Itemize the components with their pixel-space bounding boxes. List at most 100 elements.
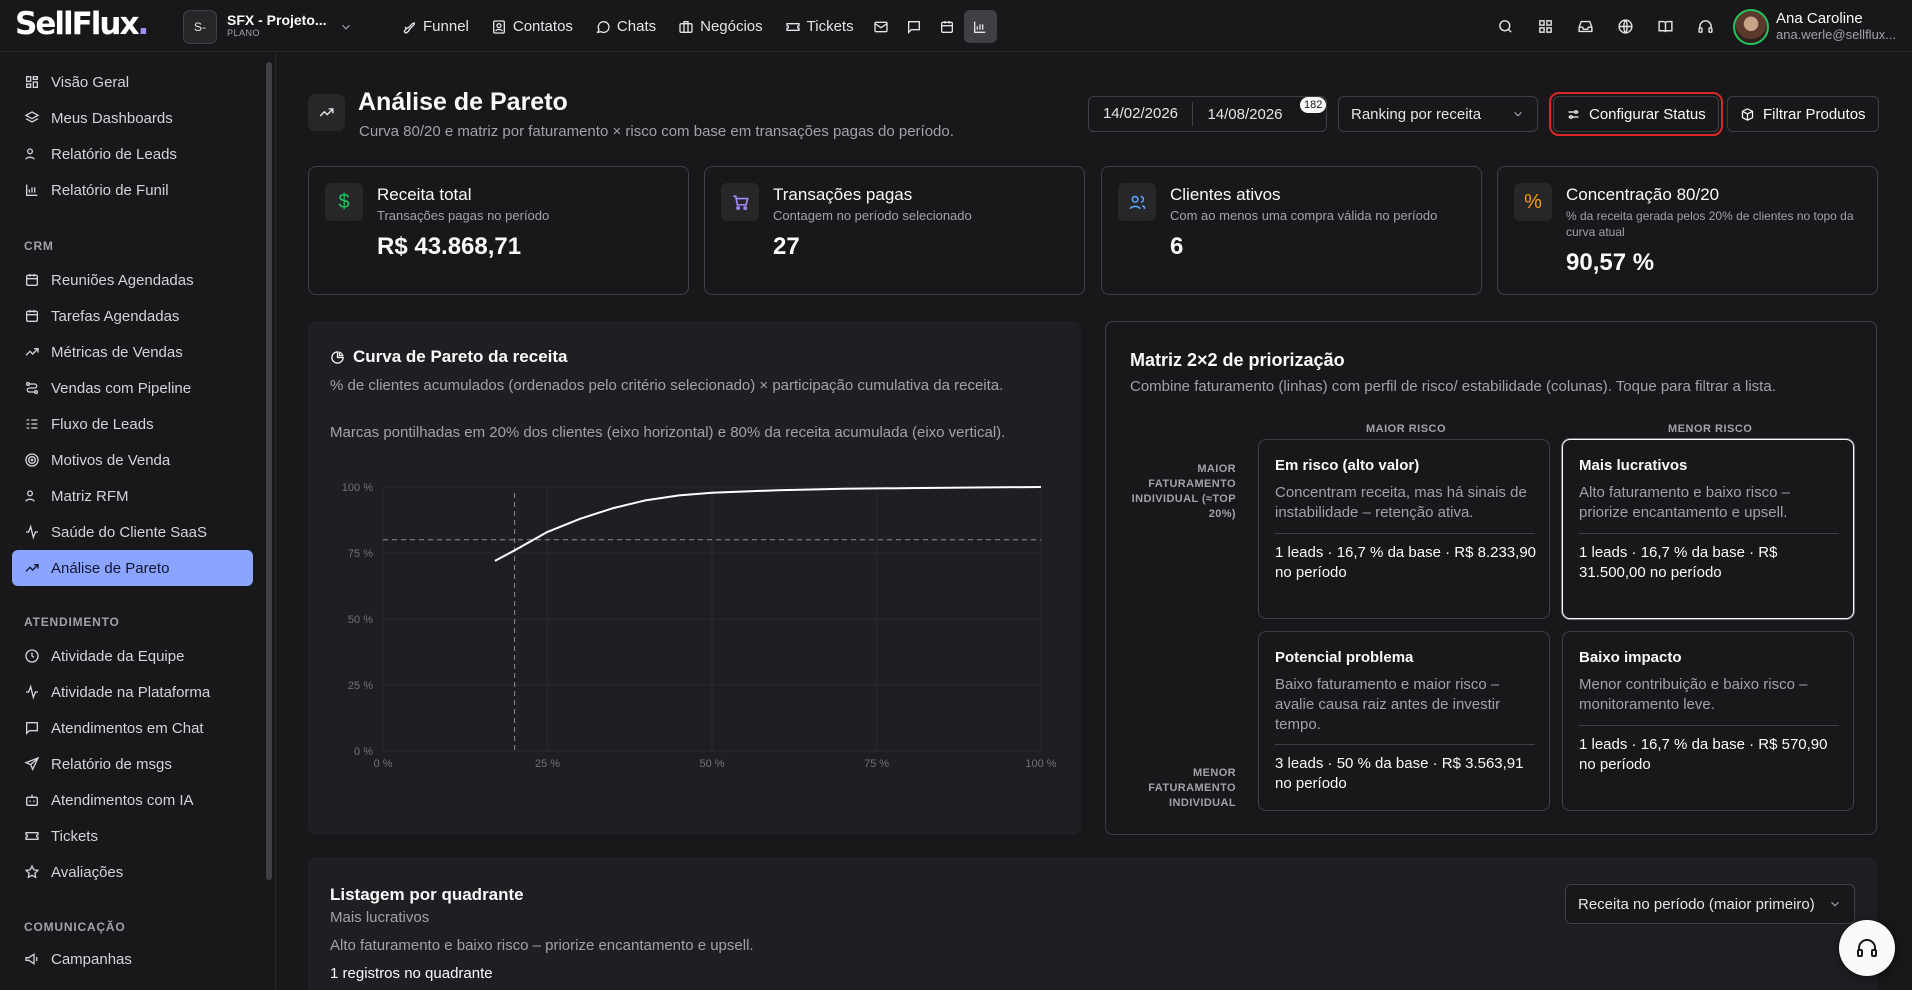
apps-button[interactable]	[1525, 10, 1565, 43]
briefcase-icon	[678, 19, 694, 35]
divider	[1275, 744, 1535, 745]
sidebar-item-relatorio-funil[interactable]: Relatório de Funil	[12, 172, 253, 208]
bar-chart-icon	[24, 182, 40, 198]
project-avatar: S-	[183, 9, 217, 44]
project-plan: PLANO	[227, 27, 261, 38]
sidebar-item-relatorio-leads[interactable]: Relatório de Leads	[12, 136, 253, 172]
sidebar-scrollbar[interactable]	[266, 62, 272, 880]
nav-tickets[interactable]: Tickets	[774, 10, 865, 43]
filtrar-produtos-button[interactable]: Filtrar Produtos	[1727, 96, 1879, 132]
ranking-select[interactable]: Ranking por receita	[1338, 96, 1538, 132]
inbox-icon	[1577, 18, 1594, 35]
matrix-cell-em-risco[interactable]: Em risco (alto valor) Concentram receita…	[1258, 439, 1550, 619]
nav-chats[interactable]: Chats	[584, 10, 667, 43]
chevron-down-icon	[1828, 897, 1842, 911]
sort-select-value: Receita no período (maior primeiro)	[1578, 895, 1815, 913]
y-tick-label: 100 %	[342, 482, 373, 494]
sidebar-item-visao-geral[interactable]: Visão Geral	[12, 64, 253, 100]
support-button[interactable]	[1685, 10, 1725, 43]
users-icon	[24, 146, 40, 162]
cell-stats: 3 leads · 50 % da base · R$ 3.563,91 no …	[1275, 755, 1524, 792]
sidebar-item-atividade-plataforma[interactable]: Atividade na Plataforma	[12, 674, 253, 710]
rocket-icon	[401, 19, 417, 35]
nav-negocios[interactable]: Negócios	[667, 10, 774, 43]
row-header-maior-faturamento: MAIOR FATURAMENTO INDIVIDUAL (≈TOP 20%)	[1131, 463, 1236, 520]
list-icon	[24, 416, 40, 432]
sidebar-item-metricas-vendas[interactable]: Métricas de Vendas	[12, 334, 253, 370]
nav-funnel[interactable]: Funnel	[390, 10, 480, 43]
date-start[interactable]: 14/02/2026	[1089, 102, 1193, 126]
kpi-label: Transações pagas	[773, 185, 913, 204]
nav-messages[interactable]	[898, 10, 931, 43]
page-subtitle: Curva 80/20 e matriz por faturamento × r…	[359, 123, 954, 140]
inbox-button[interactable]	[1565, 10, 1605, 43]
matrix-cell-potencial-problema[interactable]: Potencial problema Baixo faturamento e m…	[1258, 631, 1550, 811]
kpi-label: Receita total	[377, 185, 472, 204]
sidebar-item-meus-dashboards[interactable]: Meus Dashboards	[12, 100, 253, 136]
sidebar-section-comunicacao: COMUNICAÇÃO	[24, 920, 126, 934]
sidebar-item-analise-pareto[interactable]: Análise de Pareto	[12, 550, 253, 586]
nav-reports[interactable]	[963, 10, 997, 43]
kpi-sub: Contagem no período selecionado	[773, 208, 972, 223]
sidebar-item-vendas-pipeline[interactable]: Vendas com Pipeline	[12, 370, 253, 406]
sidebar-item-reunioes[interactable]: Reuniões Agendadas	[12, 262, 253, 298]
sellflux-logo[interactable]: SellFlux.	[15, 6, 149, 42]
configurar-status-button[interactable]: Configurar Status	[1549, 92, 1723, 136]
search-button[interactable]	[1485, 10, 1525, 43]
column-header-maior-risco: MAIOR RISCO	[1366, 423, 1447, 435]
project-switcher[interactable]: S- SFX - Projeto... PLANO	[183, 9, 353, 44]
calendar-icon	[24, 308, 40, 324]
nav-calendar[interactable]	[931, 10, 964, 43]
pie-chart-icon	[330, 350, 345, 365]
cell-title: Baixo impacto	[1579, 649, 1682, 666]
kpi-value: R$ 43.868,71	[377, 233, 522, 260]
sidebar-item-relatorio-msgs[interactable]: Relatório de msgs	[12, 746, 253, 782]
language-button[interactable]	[1605, 10, 1645, 43]
row-header-menor-faturamento: MENOR FATURAMENTO INDIVIDUAL	[1148, 767, 1236, 809]
sidebar-item-matriz-rfm[interactable]: Matriz RFM	[12, 478, 253, 514]
sidebar-item-tickets[interactable]: Tickets	[12, 818, 253, 854]
message-icon	[24, 720, 40, 736]
headset-icon	[1697, 18, 1714, 35]
sidebar-item-atividade-equipe[interactable]: Atividade da Equipe	[12, 638, 253, 674]
listing-sort-select[interactable]: Receita no período (maior primeiro)	[1565, 884, 1855, 924]
nav-email[interactable]	[865, 10, 898, 43]
docs-button[interactable]	[1645, 10, 1685, 43]
sidebar-item-atendimentos-chat[interactable]: Atendimentos em Chat	[12, 710, 253, 746]
matrix-subtitle: Combine faturamento (linhas) com perfil …	[1130, 378, 1776, 395]
kpi-card-concentracao: % Concentração 80/20 % da receita gerada…	[1497, 166, 1878, 295]
date-range-picker[interactable]: 14/02/2026 14/08/2026	[1088, 96, 1327, 132]
sidebar-item-saude-cliente[interactable]: Saúde do Cliente SaaS	[12, 514, 253, 550]
trend-icon	[318, 104, 335, 121]
nav-contatos[interactable]: Contatos	[480, 10, 584, 43]
kpi-sub: Transações pagas no período	[377, 208, 550, 223]
matrix-cell-baixo-impacto[interactable]: Baixo impacto Menor contribuição e baixo…	[1562, 631, 1854, 811]
calendar-icon	[939, 19, 955, 35]
sidebar-item-atendimentos-ia[interactable]: Atendimentos com IA	[12, 782, 253, 818]
layers-icon	[24, 110, 40, 126]
ticket-icon	[24, 828, 40, 844]
date-end[interactable]: 14/08/2026	[1207, 105, 1283, 123]
mail-icon	[873, 19, 889, 35]
clock-icon	[24, 648, 40, 664]
support-chat-button[interactable]	[1839, 920, 1895, 976]
kpi-value: 6	[1170, 233, 1184, 260]
sidebar-item-campanhas[interactable]: Campanhas	[12, 941, 253, 977]
headset-icon	[1855, 936, 1879, 960]
user-menu[interactable]: Ana Caroline ana.werle@sellflux...	[1733, 9, 1896, 45]
pipeline-icon	[24, 380, 40, 396]
sidebar-item-fluxo-leads[interactable]: Fluxo de Leads	[12, 406, 253, 442]
sidebar-section-crm: CRM	[24, 239, 54, 253]
y-tick-label: 50 %	[348, 614, 373, 626]
pareto-title: Curva de Pareto da receita	[330, 347, 567, 367]
y-tick-label: 25 %	[348, 680, 373, 692]
matrix-cell-mais-lucrativos[interactable]: Mais lucrativos Alto faturamento e baixo…	[1562, 439, 1854, 619]
x-tick-label: 50 %	[699, 758, 724, 770]
search-icon	[1497, 18, 1514, 35]
cart-icon	[721, 183, 759, 221]
divider	[1275, 533, 1535, 534]
sidebar-item-tarefas[interactable]: Tarefas Agendadas	[12, 298, 253, 334]
listing-description: Alto faturamento e baixo risco – prioriz…	[330, 937, 754, 954]
sidebar-item-avaliacoes[interactable]: Avaliações	[12, 854, 253, 890]
sidebar-item-motivos-venda[interactable]: Motivos de Venda	[12, 442, 253, 478]
